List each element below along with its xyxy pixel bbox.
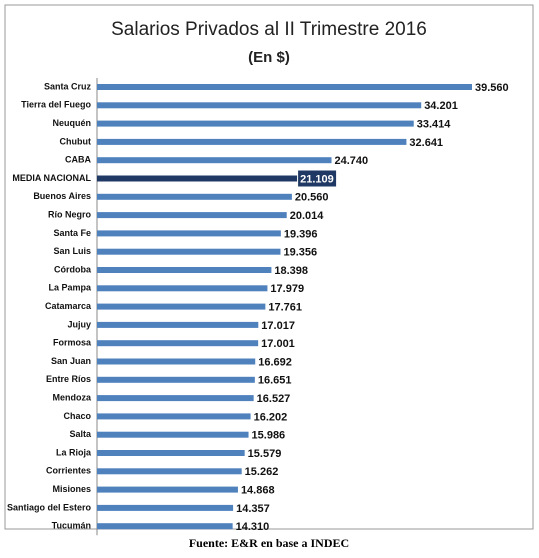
value-label: 20.560 [295, 192, 329, 204]
bar [97, 321, 259, 328]
value-label: 32.641 [409, 137, 443, 149]
bar [97, 395, 254, 402]
value-label: 21.109 [300, 173, 334, 185]
category-label: Tucumán [52, 521, 91, 531]
value-label: 19.356 [283, 247, 317, 259]
category-label: Entre Ríos [46, 374, 91, 384]
bar [97, 468, 242, 475]
value-label: 15.579 [248, 448, 282, 460]
bar [97, 157, 332, 164]
bar [97, 102, 422, 109]
value-label: 16.651 [258, 375, 292, 387]
source: Fuente: E&R en base a INDEC [189, 536, 349, 550]
value-label: 16.527 [257, 393, 291, 405]
bar [97, 303, 266, 310]
category-label: Corrientes [46, 466, 91, 476]
category-label: San Juan [51, 356, 91, 366]
value-label: 20.014 [290, 210, 325, 222]
category-label: San Luis [53, 246, 91, 256]
value-label: 17.001 [261, 338, 295, 350]
category-label: La Rioja [56, 447, 92, 457]
bar [97, 431, 249, 438]
bar [97, 340, 259, 347]
value-label: 39.560 [475, 82, 509, 94]
category-label: Salta [69, 429, 92, 439]
value-label: 33.414 [417, 119, 452, 131]
value-label: 14.357 [236, 503, 270, 515]
category-label: Neuquén [52, 118, 91, 128]
category-label: CABA [65, 155, 91, 165]
value-label: 24.740 [335, 155, 369, 167]
bar [97, 358, 256, 365]
category-label: Mendoza [52, 392, 91, 402]
bar [97, 267, 272, 273]
bar [97, 248, 281, 255]
value-label: 16.692 [258, 356, 292, 368]
bar [97, 450, 245, 456]
bar [97, 413, 251, 420]
value-label-bg [298, 170, 337, 187]
category-label: Santa Cruz [44, 81, 92, 91]
bar [97, 84, 472, 90]
value-label: 34.201 [424, 100, 458, 112]
category-label: Córdoba [54, 264, 92, 274]
chart-title: Salarios Privados al II Trimestre 2016 [111, 19, 427, 40]
category-label: Misiones [52, 484, 91, 494]
bar [97, 376, 255, 383]
category-label: La Pampa [48, 283, 92, 293]
chart-subtitle: (En $) [248, 49, 290, 66]
value-label: 15.262 [245, 466, 279, 478]
bar [97, 486, 238, 493]
category-label: Jujuy [67, 319, 91, 329]
value-label: 17.761 [268, 302, 302, 314]
category-label: Catamarca [45, 301, 92, 311]
category-label: Tierra del Fuego [21, 100, 91, 110]
bar [97, 504, 234, 511]
category-label: Chubut [60, 136, 92, 146]
category-label: Santiago del Estero [7, 502, 92, 512]
bar [97, 138, 407, 145]
value-label: 14.868 [241, 485, 275, 497]
category-label: Santa Fe [53, 228, 91, 238]
value-label: 18.398 [274, 265, 308, 277]
bar [97, 120, 414, 127]
value-label: 15.986 [252, 430, 286, 442]
category-label: MEDIA NACIONAL [12, 173, 91, 183]
category-label: Formosa [53, 338, 92, 348]
value-label: 17.017 [261, 320, 295, 332]
category-label: Chaco [63, 411, 91, 421]
value-label: 17.979 [270, 283, 304, 295]
value-label: 14.310 [236, 521, 270, 533]
value-label: 19.396 [284, 228, 318, 240]
bar [97, 193, 292, 200]
bar [97, 230, 281, 237]
category-label: Río Negro [48, 209, 92, 219]
bar [97, 212, 287, 219]
bar [97, 175, 298, 182]
bar [97, 285, 268, 292]
category-label: Buenos Aires [33, 191, 91, 201]
value-label: 16.202 [254, 411, 288, 423]
bar [97, 523, 233, 530]
